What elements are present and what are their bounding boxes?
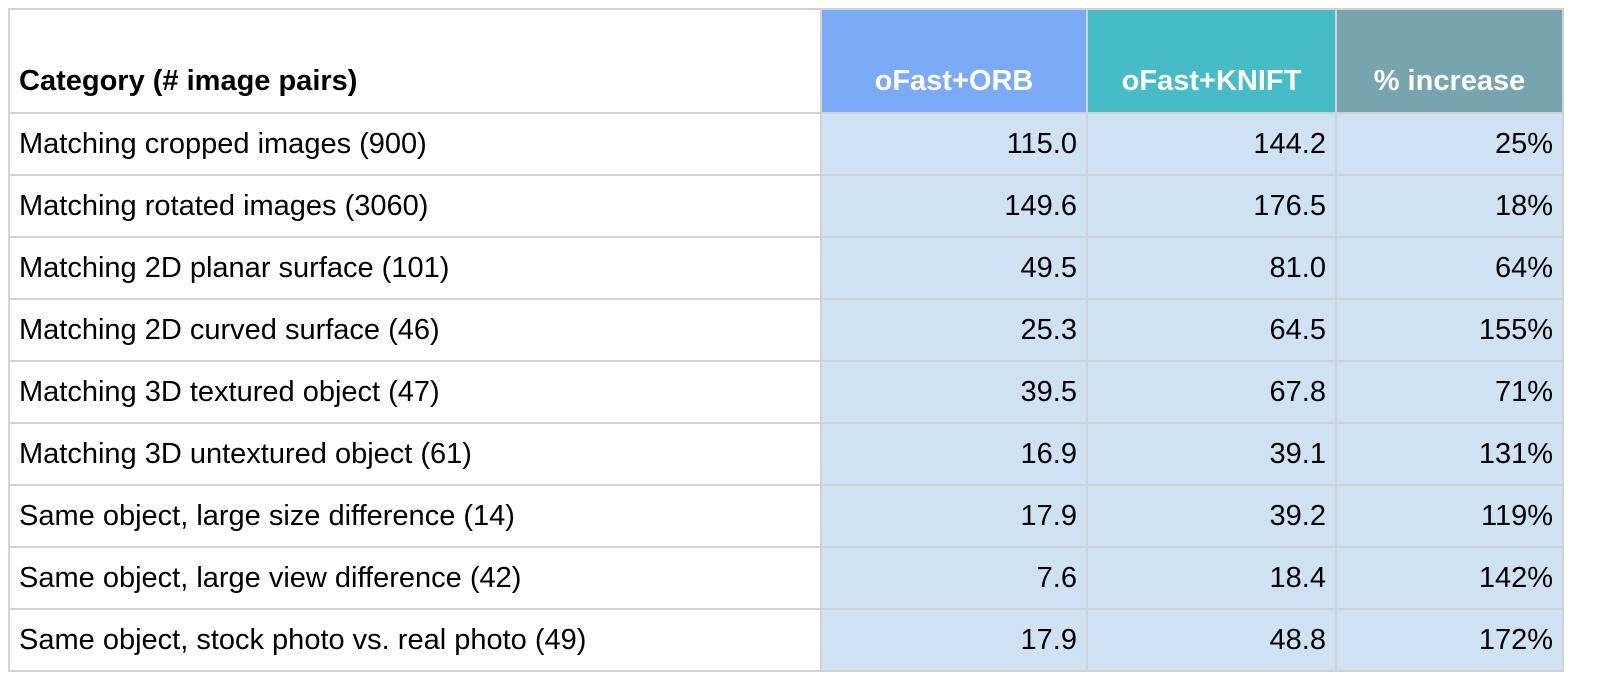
table-row: Matching cropped images (900) 115.0 144.2 2… [8, 112, 1564, 176]
value-cell: 17.9 [820, 608, 1088, 672]
value-cell: 131% [1335, 422, 1564, 486]
value-cell: 18.4 [1086, 546, 1337, 610]
value-cell: 64.5 [1086, 298, 1337, 362]
category-cell: Matching rotated images (3060) [8, 174, 822, 238]
value-cell: 25% [1335, 112, 1564, 176]
category-cell: Same object, large size difference (14) [8, 484, 822, 548]
header-row: Category (# image pairs) oFast+ORB oFast+K… [8, 8, 1564, 114]
value-cell: 17.9 [820, 484, 1088, 548]
value-cell: 48.8 [1086, 608, 1337, 672]
value-cell: 149.6 [820, 174, 1088, 238]
category-cell: Same object, stock photo vs. real photo … [8, 608, 822, 672]
table-row: Matching 3D untextured object (61) 16.9 39… [8, 422, 1564, 486]
category-cell: Matching 2D planar surface (101) [8, 236, 822, 300]
value-cell: 172% [1335, 608, 1564, 672]
column-header: % increase [1335, 8, 1564, 114]
value-cell: 7.6 [820, 546, 1088, 610]
table-row: Matching 2D planar surface (101) 49.5 81.0… [8, 236, 1564, 300]
table-row: Same object, large size difference (14) 1… [8, 484, 1564, 548]
column-header: Category (# image pairs) [8, 8, 822, 114]
value-cell: 25.3 [820, 298, 1088, 362]
value-cell: 16.9 [820, 422, 1088, 486]
column-header: oFast+KNIFT [1086, 8, 1337, 114]
value-cell: 115.0 [820, 112, 1088, 176]
category-cell: Matching 2D curved surface (46) [8, 298, 822, 362]
value-cell: 39.5 [820, 360, 1088, 424]
value-cell: 81.0 [1086, 236, 1337, 300]
value-cell: 71% [1335, 360, 1564, 424]
table-row: Same object, stock photo vs. real photo … [8, 608, 1564, 672]
value-cell: 64% [1335, 236, 1564, 300]
value-cell: 67.8 [1086, 360, 1337, 424]
value-cell: 39.2 [1086, 484, 1337, 548]
value-cell: 49.5 [820, 236, 1088, 300]
category-cell: Matching 3D untextured object (61) [8, 422, 822, 486]
table-row: Same object, large view difference (42) 7… [8, 546, 1564, 610]
value-cell: 18% [1335, 174, 1564, 238]
table-row: Matching rotated images (3060) 149.6 176.5… [8, 174, 1564, 238]
value-cell: 39.1 [1086, 422, 1337, 486]
category-cell: Matching 3D textured object (47) [8, 360, 822, 424]
table-row: Matching 3D textured object (47) 39.5 67.8… [8, 360, 1564, 424]
value-cell: 142% [1335, 546, 1564, 610]
results-table: Category (# image pairs) oFast+ORB oFast+K… [8, 8, 1564, 672]
value-cell: 155% [1335, 298, 1564, 362]
category-cell: Same object, large view difference (42) [8, 546, 822, 610]
table-row: Matching 2D curved surface (46) 25.3 64.5 1… [8, 298, 1564, 362]
value-cell: 119% [1335, 484, 1564, 548]
value-cell: 176.5 [1086, 174, 1337, 238]
column-header: oFast+ORB [820, 8, 1088, 114]
category-cell: Matching cropped images (900) [8, 112, 822, 176]
value-cell: 144.2 [1086, 112, 1337, 176]
table-body: Matching cropped images (900) 115.0 144.2 2… [8, 112, 1564, 672]
